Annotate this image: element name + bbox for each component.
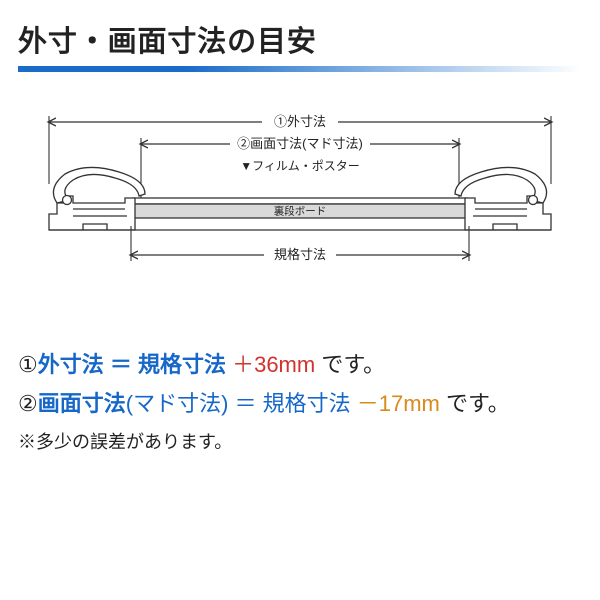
- legend-1-marker: ①: [18, 352, 38, 377]
- legend-2-orange: －17mm: [357, 391, 440, 416]
- page-title: 外寸・画面寸法の目安: [18, 18, 582, 60]
- legend-2-blue2: (マド寸法) ＝ 規格寸法: [126, 391, 357, 416]
- svg-text:①外寸法: ①外寸法: [274, 114, 326, 129]
- legend-1-tail: です。: [315, 352, 385, 377]
- legend-note: ※多少の誤差があります。: [18, 427, 582, 459]
- cross-section-diagram: ①外寸法 ②画面寸法(マド寸法) ▼フィルム・ポスター 裏段ボード: [18, 108, 582, 318]
- svg-text:②画面寸法(マド寸法): ②画面寸法(マド寸法): [237, 136, 363, 151]
- title-underline: [18, 66, 582, 72]
- legend-1-red: ＋36mm: [232, 352, 315, 377]
- diagram-svg: ①外寸法 ②画面寸法(マド寸法) ▼フィルム・ポスター 裏段ボード: [23, 108, 577, 288]
- svg-text:規格寸法: 規格寸法: [274, 247, 326, 262]
- board-label: 裏段ボード: [274, 205, 327, 218]
- standard-dim-arrow: 規格寸法: [131, 226, 469, 262]
- legend-2-tail: です。: [440, 391, 510, 416]
- profile-left: [49, 167, 145, 230]
- legend-2-blue1: 画面寸法: [38, 391, 126, 416]
- legend-line-1: ①外寸法 ＝ 規格寸法 ＋36mm です。: [18, 346, 582, 385]
- film-label: ▼フィルム・ポスター: [240, 159, 359, 173]
- legend-2-marker: ②: [18, 391, 38, 416]
- legend-1-blue: 外寸法 ＝ 規格寸法: [38, 352, 232, 377]
- legend-line-2: ②画面寸法(マド寸法) ＝ 規格寸法 －17mm です。: [18, 385, 582, 424]
- frame-cross-section: 裏段ボード: [49, 167, 551, 230]
- legend: ①外寸法 ＝ 規格寸法 ＋36mm です。 ②画面寸法(マド寸法) ＝ 規格寸法…: [18, 346, 582, 459]
- profile-right: [455, 167, 551, 230]
